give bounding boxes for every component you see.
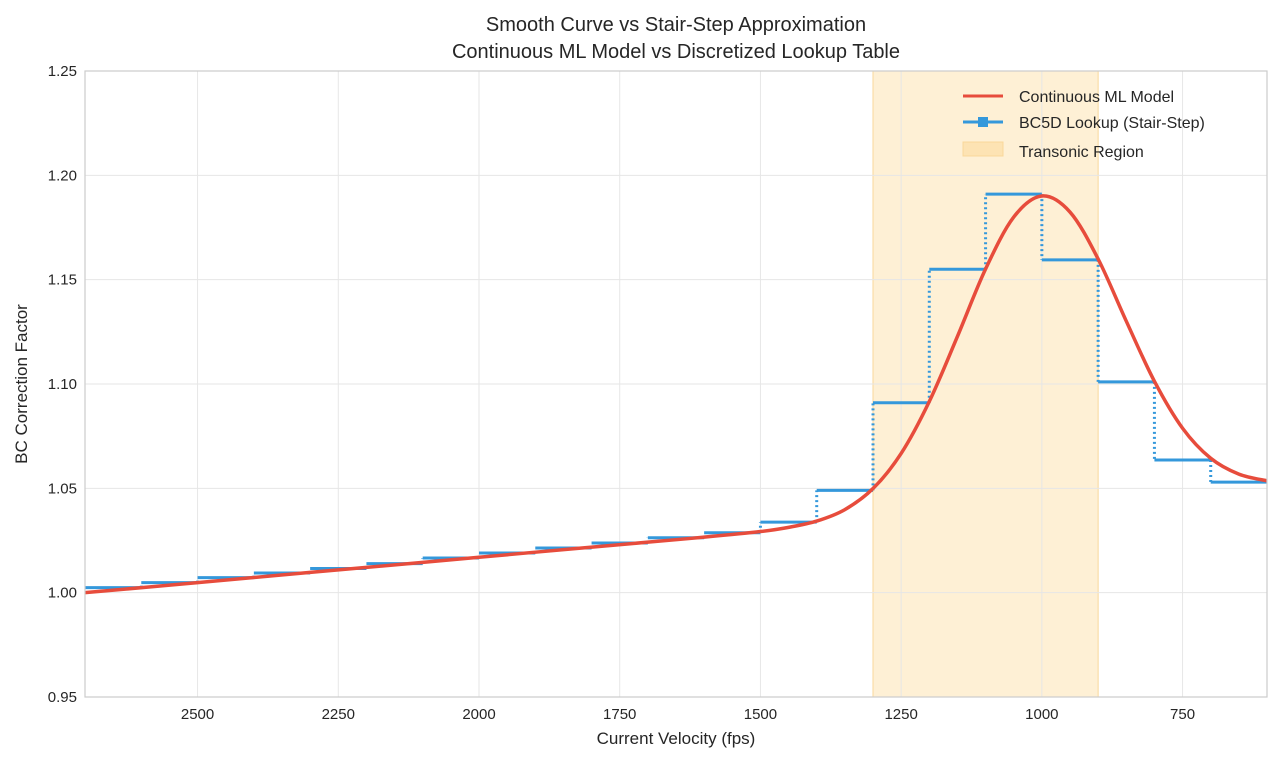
y-tick-label: 1.00 xyxy=(48,585,77,602)
x-tick-label: 1750 xyxy=(603,706,636,723)
y-tick-label: 1.10 xyxy=(48,376,77,393)
y-tick-label: 1.15 xyxy=(48,272,77,289)
y-tick-label: 1.25 xyxy=(48,63,77,80)
legend: Continuous ML Model BC5D Lookup (Stair-S… xyxy=(962,89,1205,161)
x-tick-label: 750 xyxy=(1170,706,1195,723)
legend-label-ml-model: Continuous ML Model xyxy=(1019,89,1174,106)
chart-title: Smooth Curve vs Stair-Step Approximation xyxy=(486,14,866,36)
y-tick-label: 1.05 xyxy=(48,480,77,497)
x-tick-label: 1000 xyxy=(1025,706,1058,723)
x-tick-label: 1250 xyxy=(884,706,917,723)
y-axis-label: BC Correction Factor xyxy=(12,304,31,464)
plot-frame xyxy=(84,70,1268,698)
chart-subtitle: Continuous ML Model vs Discretized Looku… xyxy=(452,41,900,63)
x-tick-label: 2500 xyxy=(181,706,214,723)
legend-label-lookup: BC5D Lookup (Stair-Step) xyxy=(1019,115,1205,132)
legend-label-transonic: Transonic Region xyxy=(1019,144,1144,161)
x-tick-label: 2000 xyxy=(462,706,495,723)
y-tick-label: 0.95 xyxy=(48,689,77,706)
legend-swatch-transonic xyxy=(962,141,1004,157)
legend-marker-lookup xyxy=(978,117,988,127)
y-tick-label: 1.20 xyxy=(48,167,77,184)
x-axis-label: Current Velocity (fps) xyxy=(597,729,756,748)
x-tick-label: 1500 xyxy=(744,706,777,723)
x-tick-label: 2250 xyxy=(322,706,355,723)
ml-model-curve xyxy=(84,194,1268,595)
